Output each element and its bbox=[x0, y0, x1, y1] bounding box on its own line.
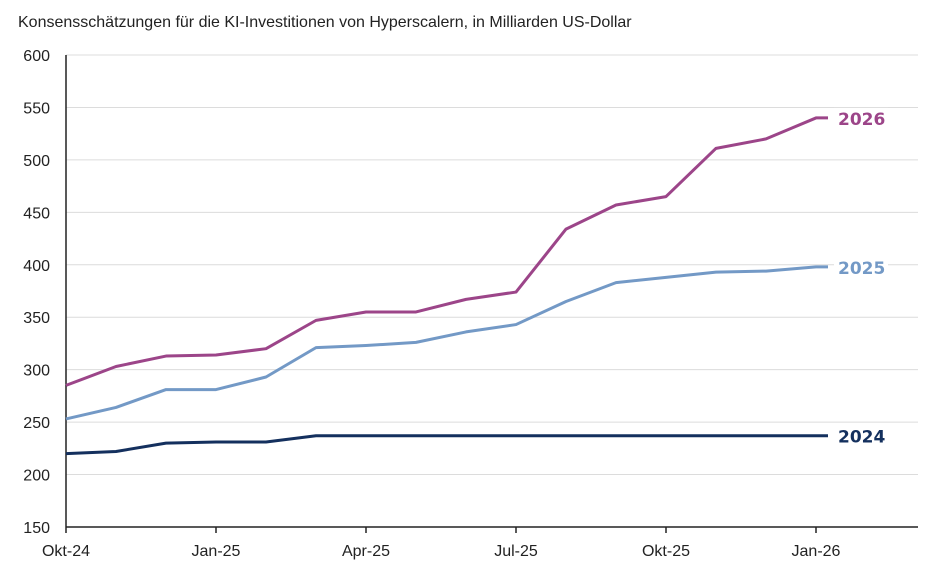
y-tick-label: 550 bbox=[23, 100, 50, 117]
series-line-2026 bbox=[65, 116, 828, 387]
y-tick-label: 250 bbox=[23, 415, 50, 432]
x-tick-label: Apr-25 bbox=[342, 543, 390, 560]
x-tick-label: Jul-25 bbox=[494, 543, 538, 560]
series-label-bg bbox=[834, 425, 888, 446]
x-tick-label: Jan-26 bbox=[792, 543, 841, 560]
series-line-2024 bbox=[65, 434, 828, 456]
series-label-2024: 2024 bbox=[838, 428, 885, 448]
x-tick-label: Jan-25 bbox=[192, 543, 241, 560]
series-label-2026: 2026 bbox=[838, 110, 885, 130]
y-tick-label: 500 bbox=[23, 153, 50, 170]
series-label-bg bbox=[834, 256, 888, 277]
x-tick-label: Okt-25 bbox=[642, 543, 690, 560]
x-tick-label: Okt-24 bbox=[42, 543, 90, 560]
y-tick-label: 400 bbox=[23, 258, 50, 275]
y-tick-label: 300 bbox=[23, 363, 50, 380]
chart-title: Konsensschätzungen für die KI-Investitio… bbox=[18, 14, 632, 31]
y-tick-label: 150 bbox=[23, 520, 50, 537]
series-label-bg bbox=[834, 107, 888, 128]
y-tick-label: 450 bbox=[23, 205, 50, 222]
y-tick-label: 350 bbox=[23, 310, 50, 327]
series-label-2025: 2025 bbox=[838, 259, 885, 279]
y-tick-label: 600 bbox=[23, 48, 50, 65]
series-line-2025 bbox=[65, 265, 828, 421]
y-tick-label: 200 bbox=[23, 468, 50, 485]
